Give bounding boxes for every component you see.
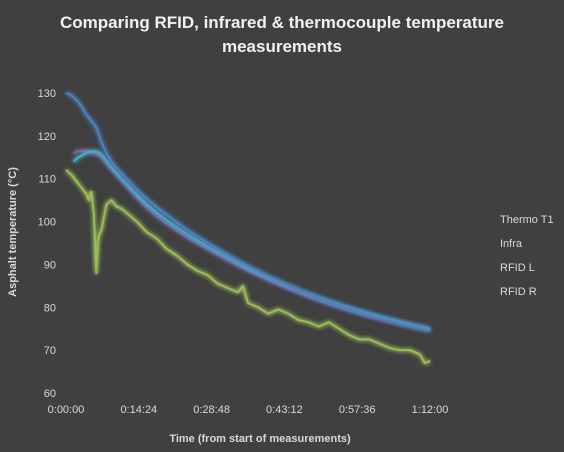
series-line-thermo-t1: [65, 92, 431, 332]
y-tick-label: 130: [38, 88, 56, 100]
x-axis-title: Time (from start of measurements): [169, 433, 351, 445]
legend-label: Thermo T1: [500, 214, 554, 226]
series-line-infra: [65, 169, 431, 364]
y-tick-label: 80: [44, 302, 56, 314]
y-axis-tick-labels: 60 70 80 90 100 110 120 130: [38, 88, 56, 400]
y-axis-title: Asphalt temperature (°C): [7, 167, 19, 297]
legend-label: Infra: [500, 238, 523, 250]
y-tick-label: 90: [44, 259, 56, 271]
x-tick-label: 0:43:12: [266, 404, 303, 416]
legend-label: RFID R: [500, 286, 537, 298]
y-tick-label: 110: [38, 174, 56, 186]
series-line-rfid-r: [72, 150, 431, 331]
series-lines: [65, 92, 431, 364]
chart-title-line-1: Comparing RFID, infrared & thermocouple …: [60, 13, 504, 32]
x-tick-label: 0:57:36: [339, 404, 376, 416]
y-tick-label: 100: [38, 217, 56, 229]
x-tick-label: 0:00:00: [48, 404, 85, 416]
y-tick-label: 60: [44, 388, 56, 400]
chart-title-line-2: measurements: [222, 37, 342, 56]
legend-label: RFID L: [500, 262, 535, 274]
y-tick-label: 120: [38, 131, 56, 143]
x-tick-label: 0:28:48: [193, 404, 230, 416]
y-tick-label: 70: [44, 345, 56, 357]
x-tick-label: 0:14:24: [120, 404, 157, 416]
x-axis-tick-labels: 0:00:00 0:14:24 0:28:48 0:43:12 0:57:36 1:12:…: [48, 404, 449, 416]
legend: Thermo T1 Infra RFID L RFID R: [470, 214, 554, 298]
series-line-rfid-l: [73, 149, 431, 331]
x-tick-label: 1:12:00: [412, 404, 449, 416]
